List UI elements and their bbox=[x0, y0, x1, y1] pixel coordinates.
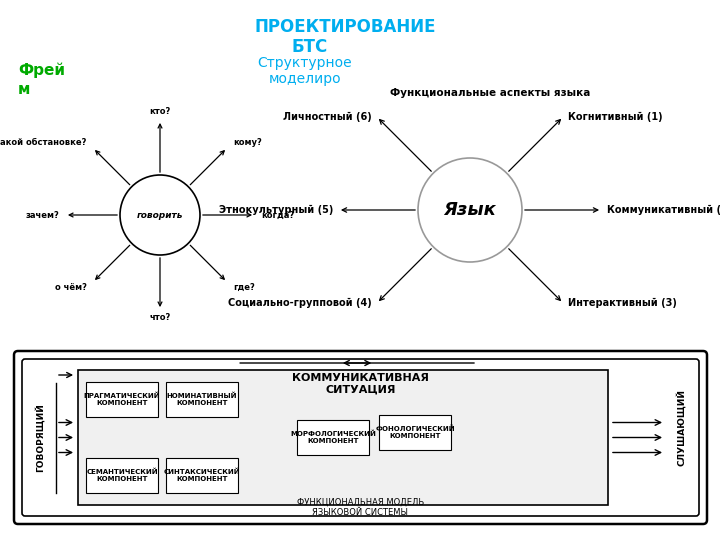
Bar bbox=[379, 415, 451, 450]
Text: моделиро: моделиро bbox=[269, 72, 341, 86]
Text: СЕМАНТИЧЕСКИЙ
КОМПОНЕНТ: СЕМАНТИЧЕСКИЙ КОМПОНЕНТ bbox=[86, 469, 158, 482]
FancyBboxPatch shape bbox=[14, 351, 707, 524]
Text: Интерактивный (3): Интерактивный (3) bbox=[568, 298, 678, 308]
Circle shape bbox=[418, 158, 522, 262]
Text: БТС: БТС bbox=[292, 38, 328, 56]
Text: в какой обстановке?: в какой обстановке? bbox=[0, 138, 87, 147]
Text: Личностный (6): Личностный (6) bbox=[283, 112, 372, 122]
Text: Структурное: Структурное bbox=[258, 56, 352, 70]
Bar bbox=[166, 382, 238, 417]
Text: Коммуникативный (2): Коммуникативный (2) bbox=[607, 205, 720, 215]
Text: Социально-групповой (4): Социально-групповой (4) bbox=[228, 298, 372, 308]
Text: Функциональные аспекты языка: Функциональные аспекты языка bbox=[390, 88, 590, 98]
Text: НОМИНАТИВНЫЙ
КОМПОНЕНТ: НОМИНАТИВНЫЙ КОМПОНЕНТ bbox=[167, 393, 238, 406]
Text: где?: где? bbox=[233, 284, 255, 292]
Text: что?: что? bbox=[149, 314, 171, 322]
Text: КОММУНИКАТИВНАЯ
СИТУАЦИЯ: КОММУНИКАТИВНАЯ СИТУАЦИЯ bbox=[292, 373, 429, 395]
Bar bbox=[86, 458, 158, 493]
Text: ФУНКЦИОНАЛЬНАЯ МОДЕЛЬ
ЯЗЫКОВОЙ СИСТЕМЫ: ФУНКЦИОНАЛЬНАЯ МОДЕЛЬ ЯЗЫКОВОЙ СИСТЕМЫ bbox=[297, 497, 424, 517]
Bar bbox=[78, 370, 608, 505]
Text: кому?: кому? bbox=[233, 138, 262, 147]
FancyBboxPatch shape bbox=[22, 359, 699, 516]
Text: ПРАГМАТИЧЕСКИЙ
КОМПОНЕНТ: ПРАГМАТИЧЕСКИЙ КОМПОНЕНТ bbox=[84, 393, 161, 406]
Circle shape bbox=[120, 175, 200, 255]
Text: Фрей: Фрей bbox=[18, 62, 65, 78]
Text: о чём?: о чём? bbox=[55, 284, 87, 292]
Text: зачем?: зачем? bbox=[25, 211, 59, 219]
Bar bbox=[86, 382, 158, 417]
Text: говорить: говорить bbox=[137, 211, 184, 219]
Text: Этнокультурный (5): Этнокультурный (5) bbox=[219, 205, 333, 215]
Text: СЛУШАЮЩИЙ: СЛУШАЮЩИЙ bbox=[676, 389, 686, 466]
Text: Язык: Язык bbox=[444, 201, 496, 219]
Text: кто?: кто? bbox=[149, 107, 171, 117]
Text: ФОНОЛОГИЧЕСКИЙ
КОМПОНЕНТ: ФОНОЛОГИЧЕСКИЙ КОМПОНЕНТ bbox=[375, 426, 455, 439]
Bar bbox=[297, 420, 369, 455]
Text: МОРФОЛОГИЧЕСКИЙ
КОМПОНЕНТ: МОРФОЛОГИЧЕСКИЙ КОМПОНЕНТ bbox=[290, 431, 376, 444]
Bar bbox=[166, 458, 238, 493]
Text: м: м bbox=[18, 82, 30, 97]
Text: ПРОЕКТИРОВАНИЕ: ПРОЕКТИРОВАНИЕ bbox=[254, 18, 436, 36]
Text: ГОВОРЯЩИЙ: ГОВОРЯЩИЙ bbox=[35, 403, 45, 472]
Text: когда?: когда? bbox=[261, 211, 294, 219]
Text: СИНТАКСИЧЕСКИЙ
КОМПОНЕНТ: СИНТАКСИЧЕСКИЙ КОМПОНЕНТ bbox=[163, 469, 240, 482]
Text: Когнитивный (1): Когнитивный (1) bbox=[568, 112, 663, 122]
